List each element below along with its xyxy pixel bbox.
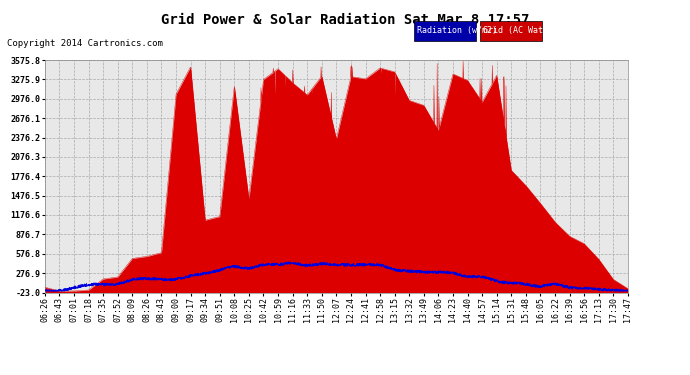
Text: Copyright 2014 Cartronics.com: Copyright 2014 Cartronics.com <box>7 39 163 48</box>
Text: Grid (AC Watts): Grid (AC Watts) <box>483 26 558 34</box>
Text: Radiation (w/m2): Radiation (w/m2) <box>417 26 497 34</box>
Text: Grid Power & Solar Radiation Sat Mar 8 17:57: Grid Power & Solar Radiation Sat Mar 8 1… <box>161 13 529 27</box>
